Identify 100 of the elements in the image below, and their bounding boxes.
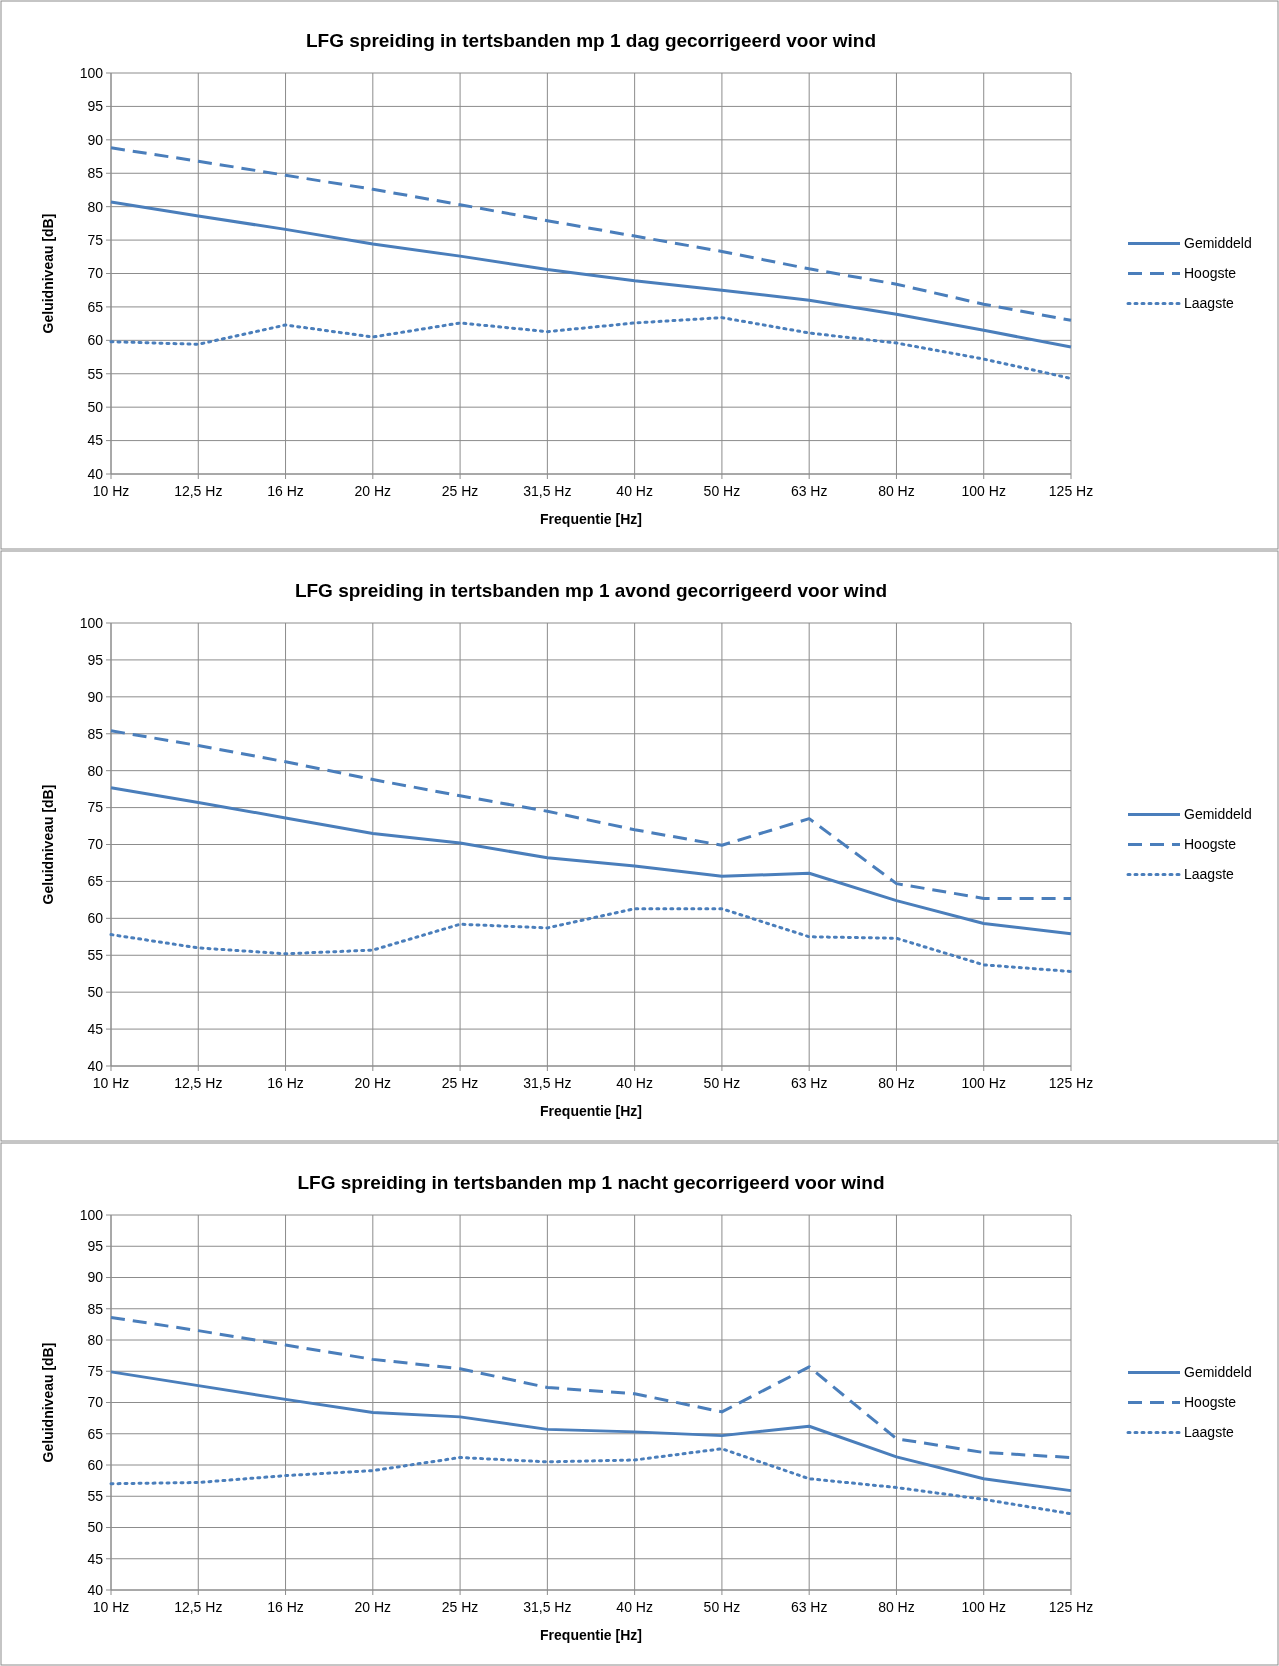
x-tick-label: 10 Hz <box>92 483 130 499</box>
legend-label: Gemiddeld <box>1184 806 1252 823</box>
y-tick-label: 60 <box>87 910 104 927</box>
x-tick-label: 80 Hz <box>878 1599 915 1615</box>
y-tick-label: 40 <box>87 465 104 482</box>
legend-label: Gemiddeld <box>1184 1364 1252 1381</box>
y-tick-label: 100 <box>79 1206 104 1223</box>
y-tick-label: 70 <box>87 1394 104 1411</box>
y-tick-label: 65 <box>87 873 104 890</box>
x-tick-label: 63 Hz <box>790 1075 828 1091</box>
x-tick-label: 125 Hz <box>1048 1599 1094 1615</box>
x-tick-label: 25 Hz <box>441 483 479 499</box>
y-tick-label: 65 <box>87 1425 104 1442</box>
x-tick-label: 63 Hz <box>790 1599 828 1615</box>
x-tick-label: 20 Hz <box>354 483 392 499</box>
line-series <box>109 729 1073 900</box>
line-series <box>109 200 1073 349</box>
x-tick-label: 40 Hz <box>616 483 653 499</box>
x-tick-label: 12,5 Hz <box>174 483 223 499</box>
y-tick-label: 100 <box>79 614 104 631</box>
legend-label: Laagste <box>1184 295 1235 312</box>
y-tick-label: 90 <box>87 1269 104 1286</box>
x-tick-label: 16 Hz <box>267 1075 304 1091</box>
chart-title: LFG spreiding in tertsbanden mp 1 nacht gecorrigeerd voor wind <box>297 1172 885 1193</box>
y-tick-label: 70 <box>87 836 104 853</box>
x-tick-label: 20 Hz <box>354 1599 392 1615</box>
y-tick-label: 75 <box>87 231 104 248</box>
x-tick-label: 80 Hz <box>878 483 915 499</box>
y-tick-label: 55 <box>87 947 104 964</box>
x-tick-label: 25 Hz <box>441 1599 479 1615</box>
y-tick-label: 95 <box>87 98 104 115</box>
line-series <box>109 786 1073 936</box>
legend-label: Hoogste <box>1184 836 1237 853</box>
x-tick-label: 16 Hz <box>267 483 304 499</box>
y-tick-label: 45 <box>87 1550 104 1567</box>
chart-title: LFG spreiding in tertsbanden mp 1 avond gecorrigeerd voor wind <box>294 580 888 601</box>
x-axis-title: Frequentie [Hz] <box>540 511 642 527</box>
legend-label: Gemiddeld <box>1184 235 1252 252</box>
y-tick-label: 50 <box>87 1519 104 1536</box>
x-tick-label: 100 Hz <box>961 1599 1006 1615</box>
x-tick-label: 50 Hz <box>703 483 741 499</box>
x-tick-label: 12,5 Hz <box>174 1599 223 1615</box>
x-tick-label: 20 Hz <box>354 1075 392 1091</box>
legend-label: Laagste <box>1184 1424 1235 1441</box>
x-tick-label: 40 Hz <box>616 1599 653 1615</box>
y-tick-label: 90 <box>87 131 104 148</box>
legend-label: Laagste <box>1184 866 1235 883</box>
y-tick-label: 55 <box>87 1488 104 1505</box>
y-tick-label: 85 <box>87 725 104 742</box>
x-tick-label: 10 Hz <box>92 1075 130 1091</box>
line-series <box>109 316 1073 380</box>
y-tick-label: 80 <box>87 762 104 779</box>
y-tick-label: 55 <box>87 365 104 382</box>
x-tick-label: 12,5 Hz <box>174 1075 223 1091</box>
y-tick-label: 60 <box>87 332 104 349</box>
y-tick-label: 65 <box>87 298 104 315</box>
y-tick-label: 70 <box>87 265 104 282</box>
y-tick-label: 95 <box>87 651 104 668</box>
x-tick-label: 125 Hz <box>1048 1075 1094 1091</box>
y-tick-label: 45 <box>87 1020 104 1037</box>
chart-title: LFG spreiding in tertsbanden mp 1 dag gecorrigeerd voor wind <box>305 30 877 51</box>
y-tick-label: 50 <box>87 399 104 416</box>
y-tick-label: 85 <box>87 165 104 182</box>
y-axis-title: Geluidniveau [dB] <box>40 1342 56 1463</box>
y-tick-label: 60 <box>87 1456 104 1473</box>
y-tick-label: 95 <box>87 1238 104 1255</box>
x-tick-label: 80 Hz <box>878 1075 915 1091</box>
x-tick-label: 31,5 Hz <box>523 1075 572 1091</box>
y-axis-title: Geluidniveau [dB] <box>40 784 56 905</box>
y-tick-label: 75 <box>87 1363 104 1380</box>
y-tick-label: 45 <box>87 432 104 449</box>
y-tick-label: 80 <box>87 198 104 215</box>
line-series <box>109 907 1073 973</box>
legend-label: Hoogste <box>1184 1394 1237 1411</box>
line-series <box>109 1370 1073 1493</box>
x-tick-label: 31,5 Hz <box>523 483 572 499</box>
y-tick-label: 85 <box>87 1300 104 1317</box>
x-axis-title: Frequentie [Hz] <box>540 1627 642 1643</box>
y-tick-label: 75 <box>87 799 104 816</box>
line-series <box>109 1447 1073 1516</box>
x-tick-label: 25 Hz <box>441 1075 479 1091</box>
line-series <box>109 146 1073 322</box>
y-axis-title: Geluidniveau [dB] <box>40 213 56 334</box>
y-tick-label: 40 <box>87 1581 104 1598</box>
y-tick-label: 80 <box>87 1331 104 1348</box>
x-tick-label: 31,5 Hz <box>523 1599 572 1615</box>
x-tick-label: 100 Hz <box>961 1075 1006 1091</box>
y-tick-label: 100 <box>79 64 104 81</box>
x-tick-label: 10 Hz <box>92 1599 130 1615</box>
x-tick-label: 16 Hz <box>267 1599 304 1615</box>
x-axis-title: Frequentie [Hz] <box>540 1103 642 1119</box>
x-tick-label: 50 Hz <box>703 1599 741 1615</box>
x-tick-label: 100 Hz <box>961 483 1006 499</box>
y-tick-label: 40 <box>87 1057 104 1074</box>
x-tick-label: 40 Hz <box>616 1075 653 1091</box>
legend-label: Hoogste <box>1184 265 1237 282</box>
x-tick-label: 50 Hz <box>703 1075 741 1091</box>
y-tick-label: 50 <box>87 984 104 1001</box>
y-tick-label: 90 <box>87 688 104 705</box>
x-tick-label: 63 Hz <box>790 483 828 499</box>
